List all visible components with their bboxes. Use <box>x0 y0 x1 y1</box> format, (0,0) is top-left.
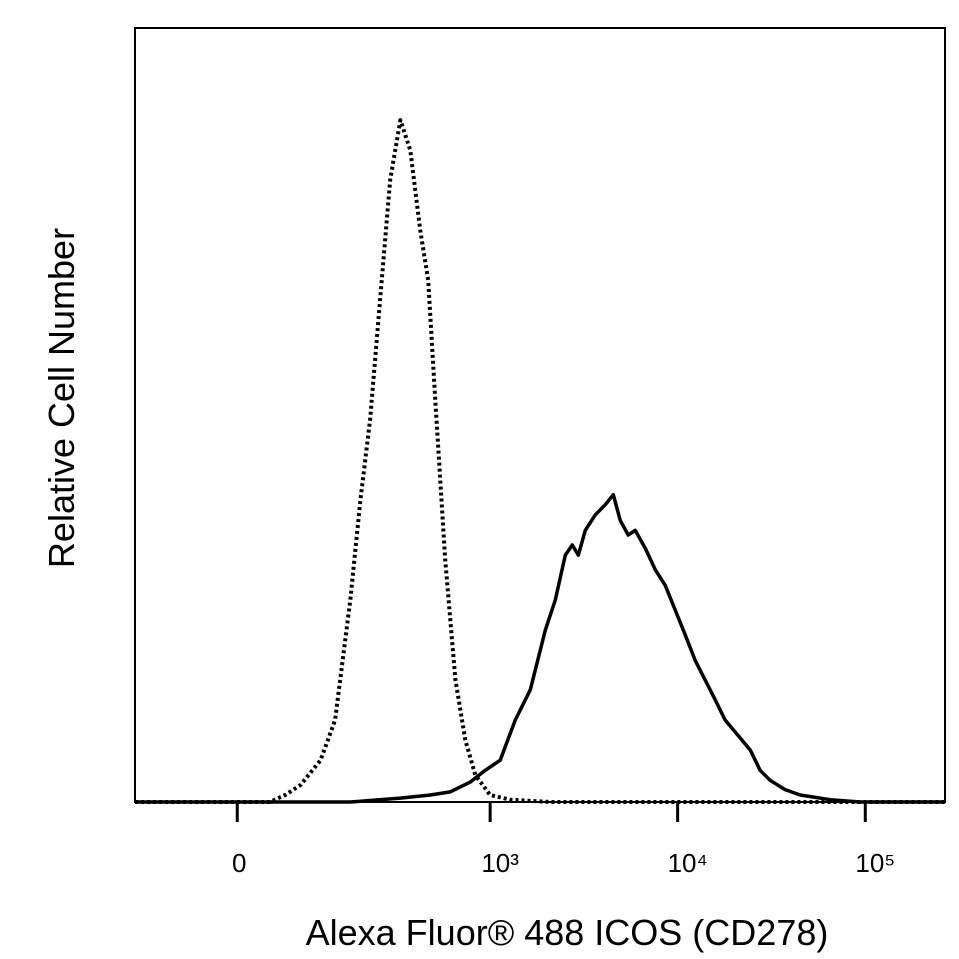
x-tick-label: 10⁵ <box>855 848 895 878</box>
histogram-line <box>135 492 945 804</box>
x-axis-label: Alexa Fluor® 488 ICOS (CD278) <box>306 912 829 953</box>
x-tick-label: 10⁴ <box>668 848 708 878</box>
x-tick-label: 10³ <box>481 848 519 878</box>
histogram-line <box>135 118 945 804</box>
y-axis-label: Relative Cell Number <box>41 228 82 568</box>
plot-frame <box>134 27 946 803</box>
x-tick-label: 0 <box>232 848 246 878</box>
